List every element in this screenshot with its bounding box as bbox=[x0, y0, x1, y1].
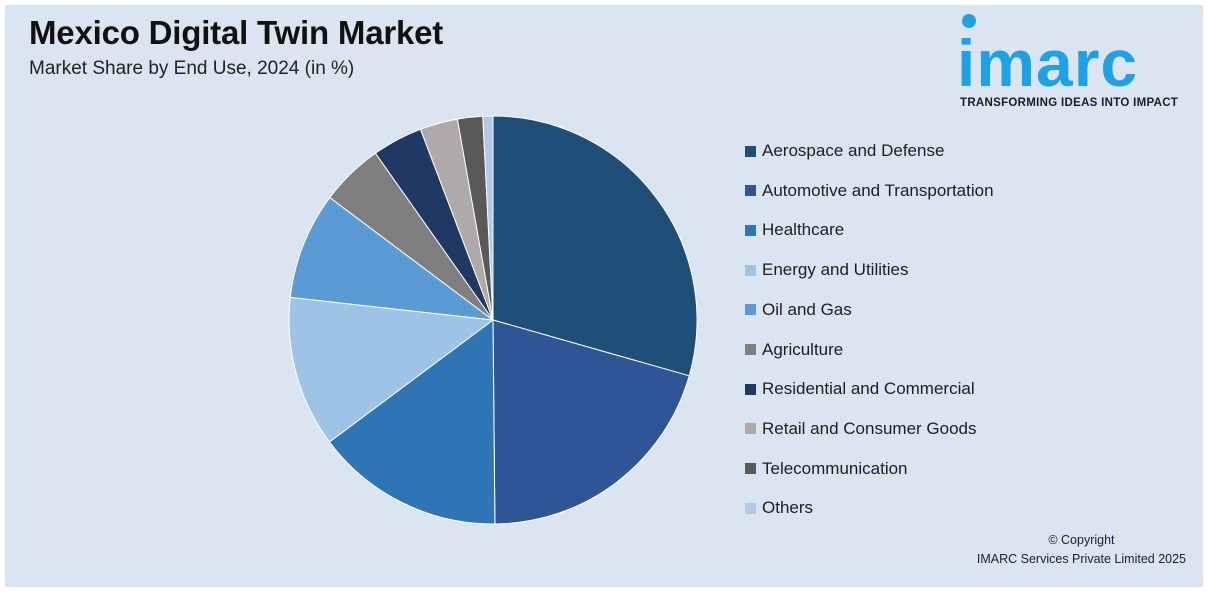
legend-swatch bbox=[745, 502, 756, 514]
legend-swatch bbox=[745, 185, 756, 197]
legend-label: Aerospace and Defense bbox=[762, 141, 945, 160]
legend-item: Agriculture bbox=[745, 339, 843, 361]
chart-subtitle: Market Share by End Use, 2024 (in %) bbox=[29, 58, 355, 79]
chart-title: Mexico Digital Twin Market bbox=[29, 14, 444, 51]
legend-label: Telecommunication bbox=[762, 458, 908, 478]
legend-label: Others bbox=[762, 498, 814, 518]
pie-slice-oil-and-gas bbox=[289, 196, 495, 321]
legend-item: Automotive and Transportation bbox=[745, 180, 994, 202]
logo-dot-mark bbox=[962, 14, 976, 28]
legend-label: Energy and Utilities bbox=[762, 260, 909, 280]
legend-swatch bbox=[745, 423, 756, 435]
legend-label: Agriculture bbox=[762, 339, 844, 359]
pie-slice-aerospace-and-defense bbox=[492, 115, 698, 377]
legend-swatch bbox=[745, 304, 756, 316]
legend-label: Automotive and Transportation bbox=[762, 180, 994, 200]
legend-swatch bbox=[745, 264, 756, 276]
legend-label: Residential and Commercial bbox=[762, 379, 975, 399]
legend-label: Healthcare bbox=[762, 220, 845, 240]
copyright-line-1: © Copyright bbox=[1048, 533, 1115, 547]
pie-slice-automotive-and-transportation bbox=[492, 319, 690, 525]
legend-item: Retail and Consumer Goods bbox=[745, 418, 977, 440]
legend-item: Oil and Gas bbox=[745, 299, 852, 321]
legend-swatch bbox=[745, 383, 756, 395]
legend-label: Retail and Consumer Goods bbox=[762, 418, 977, 438]
legend-item: Others bbox=[745, 497, 813, 519]
imarc-logo: imarc TRANSFORMING IDEAS INTO IMPACT bbox=[955, 12, 1187, 117]
legend-item: Energy and Utilities bbox=[745, 259, 908, 281]
logo-wordmark: imarc bbox=[957, 26, 1139, 100]
pie-slice-energy-and-utilities bbox=[288, 296, 495, 443]
copyright-notice: © Copyright IMARC Services Private Limit… bbox=[977, 531, 1186, 569]
legend-item: Healthcare bbox=[745, 219, 844, 241]
legend-item: Aerospace and Defense bbox=[745, 140, 944, 162]
legend-item: Residential and Commercial bbox=[745, 378, 975, 400]
legend-item: Telecommunication bbox=[745, 458, 908, 480]
pie-slice-others bbox=[482, 115, 494, 321]
legend-swatch bbox=[745, 463, 756, 475]
legend-swatch bbox=[745, 145, 756, 157]
legend-label: Oil and Gas bbox=[762, 299, 852, 319]
copyright-line-2: IMARC Services Private Limited 2025 bbox=[976, 552, 1186, 566]
legend-swatch bbox=[745, 344, 756, 355]
logo-tagline: TRANSFORMING IDEAS INTO IMPACT bbox=[960, 97, 1179, 109]
legend-swatch bbox=[745, 224, 756, 236]
pie-slice-healthcare bbox=[328, 319, 496, 525]
